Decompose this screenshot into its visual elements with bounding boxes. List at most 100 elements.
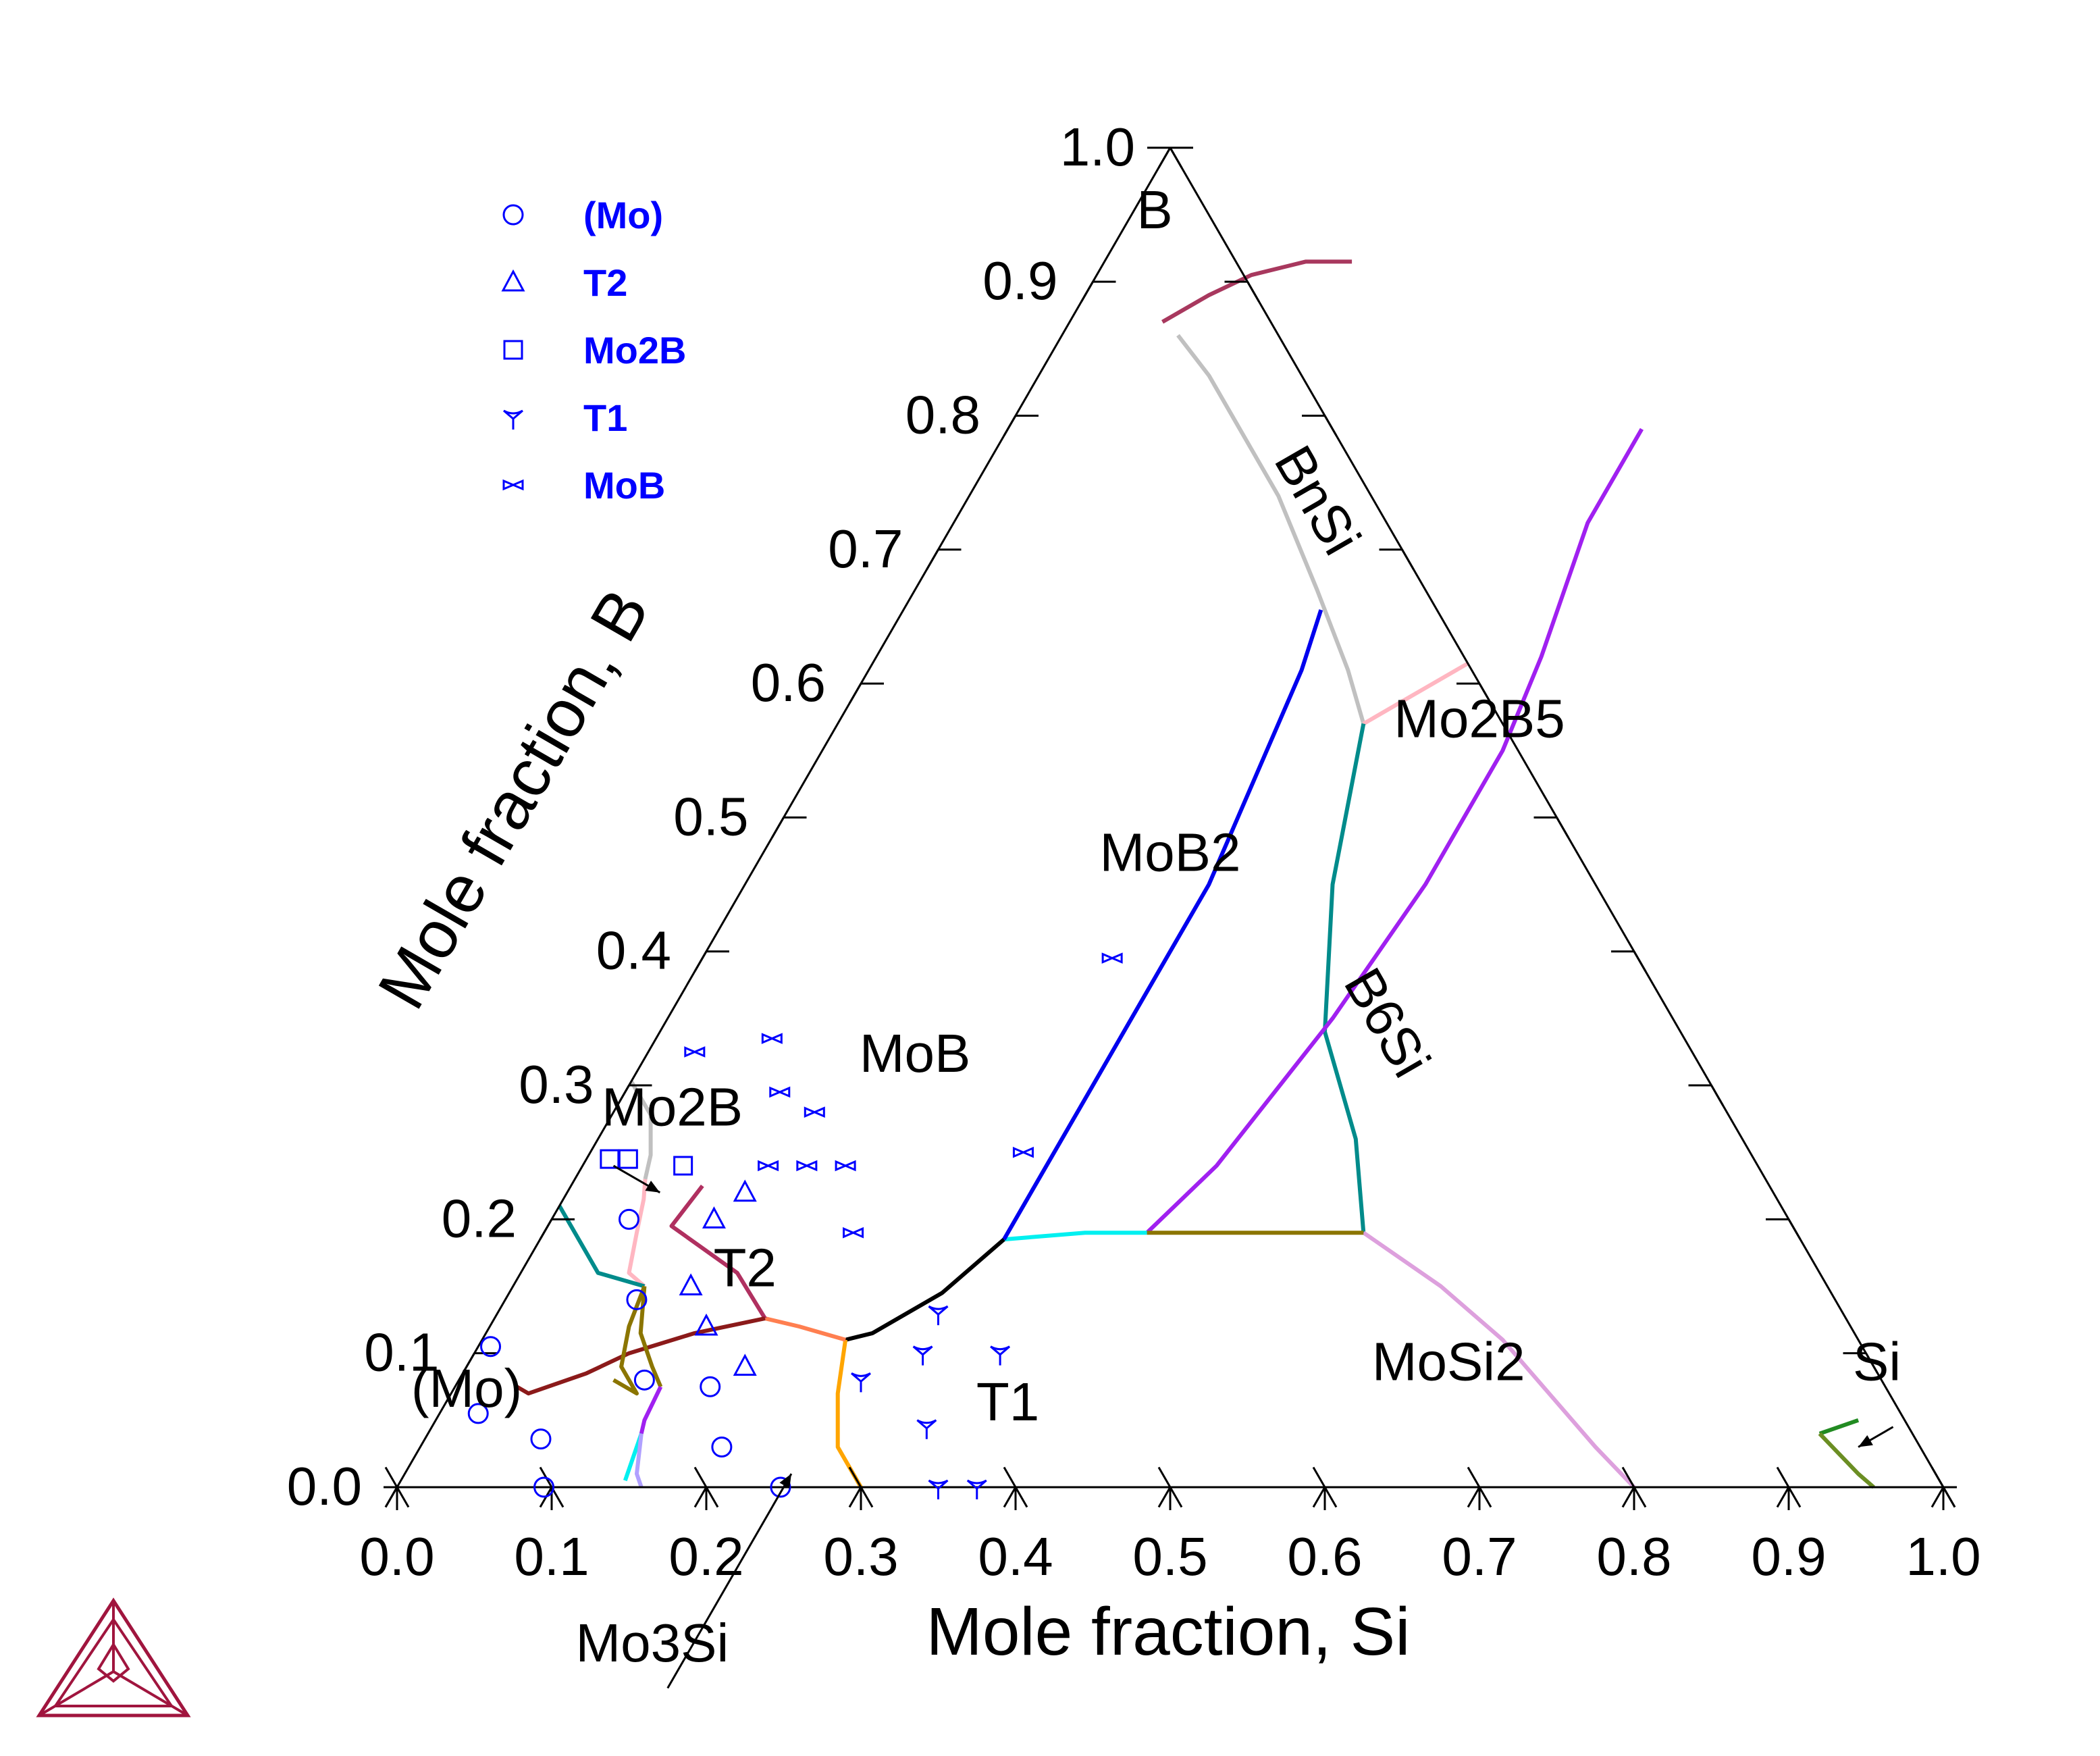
- legend-marker: [503, 409, 523, 430]
- data-point: [702, 1206, 726, 1229]
- legend-marker: [502, 479, 524, 491]
- bottom-tick: [1014, 1487, 1028, 1508]
- tick-marks: [384, 147, 1956, 1510]
- thermo-calc-triangle-logo: [36, 1597, 191, 1718]
- legend-marker: [503, 340, 523, 360]
- bottom-tick-label: 0.0: [359, 1526, 434, 1586]
- phase-boundary-line: [1002, 609, 1323, 1241]
- data-point: [533, 1476, 555, 1498]
- left-tick-label: 0.0: [287, 1456, 362, 1516]
- data-point: [1101, 952, 1123, 964]
- left-tick: [462, 1352, 475, 1374]
- bottom-tick: [1776, 1487, 1790, 1508]
- bottom-tick-label: 1.0: [1906, 1526, 1980, 1586]
- phase-boundary-line: [669, 1184, 767, 1320]
- region-label: B6Si: [1333, 958, 1442, 1087]
- legend-label: MoB: [583, 464, 665, 507]
- right-tick: [1323, 415, 1338, 436]
- bottom-tick: [1169, 1487, 1183, 1508]
- bottom-tick: [396, 1487, 410, 1508]
- data-point: [618, 1149, 638, 1169]
- data-point: [851, 1372, 871, 1393]
- x-axis-title: Mole fraction, Si: [926, 1594, 1411, 1670]
- bottom-tick: [1931, 1466, 1945, 1488]
- phase-boundary-line: [764, 1316, 846, 1342]
- bottom-tick-label: 0.4: [978, 1526, 1053, 1586]
- bottom-tick: [1931, 1487, 1945, 1508]
- data-point: [679, 1273, 703, 1296]
- phase-boundary-line: [1818, 1418, 1860, 1436]
- data-point: [467, 1403, 489, 1424]
- data-point: [928, 1479, 949, 1499]
- phase-boundary-line: [1161, 259, 1353, 324]
- bottom-tick: [1478, 1487, 1492, 1508]
- bottom-tick: [848, 1466, 862, 1488]
- tick-labels: 0.0 0.1 0.2 0.3 0.4 0.5 0.6 0.7 0.8 0.9 1.0 0.0 0.1 0…: [287, 117, 1981, 1586]
- bottom-tick: [705, 1487, 719, 1508]
- phase-boundary-line: [635, 1433, 644, 1488]
- data-point: [600, 1149, 620, 1169]
- left-tick-label: 0.1: [364, 1322, 439, 1383]
- data-point: [711, 1437, 733, 1458]
- data-point: [1012, 1146, 1034, 1158]
- bottom-tick-label: 0.9: [1751, 1526, 1826, 1586]
- left-tick: [384, 1487, 398, 1508]
- bottom-tick-label: 0.7: [1442, 1526, 1517, 1586]
- left-tick-label: 0.7: [828, 519, 903, 579]
- legend-label: Mo2B: [583, 329, 686, 371]
- bottom-tick: [1787, 1487, 1802, 1508]
- data-point: [733, 1179, 757, 1202]
- arrow-line: [666, 1473, 793, 1689]
- bottom-tick: [1467, 1466, 1481, 1488]
- right-tick: [1246, 281, 1260, 303]
- data-point: [912, 1345, 933, 1366]
- phase-boundary-line: [623, 1432, 644, 1482]
- data-point: [770, 1476, 791, 1498]
- region-label: T2: [714, 1238, 777, 1298]
- bottom-tick: [384, 1466, 398, 1488]
- data-point: [804, 1106, 825, 1118]
- left-tick: [848, 683, 862, 704]
- bottom-tick: [860, 1487, 874, 1508]
- data-point: [761, 1033, 783, 1044]
- right-tick: [1633, 950, 1647, 972]
- data-point: [626, 1289, 648, 1310]
- left-tick-label: 0.5: [673, 786, 748, 846]
- data-point: [733, 1353, 757, 1376]
- data-point: [769, 1086, 791, 1098]
- left-tick-label: 0.8: [905, 384, 980, 444]
- data-point: [480, 1336, 502, 1358]
- legend-marker: [502, 204, 524, 226]
- data-point: [928, 1305, 949, 1326]
- region-label: MoSi2: [1372, 1331, 1525, 1391]
- bottom-tick-label: 0.3: [823, 1526, 898, 1586]
- region-label: T1: [976, 1372, 1039, 1432]
- phase-boundary-line: [639, 1385, 663, 1435]
- data-point: [796, 1160, 818, 1172]
- right-tick: [1478, 683, 1492, 704]
- region-label: Mo2B5: [1394, 688, 1565, 748]
- bottom-tick-label: 0.8: [1596, 1526, 1671, 1586]
- bottom-tick: [693, 1466, 708, 1488]
- right-tick: [1710, 1085, 1724, 1106]
- right-tick: [1401, 549, 1415, 570]
- bottom-tick: [1003, 1487, 1017, 1508]
- left-tick-label: 0.9: [982, 251, 1057, 311]
- left-tick: [771, 817, 785, 838]
- bottom-tick: [1942, 1487, 1956, 1508]
- phase-boundary-line: [845, 1237, 1005, 1342]
- data-point: [619, 1208, 639, 1230]
- legend-label: T1: [583, 396, 627, 439]
- bottom-tick: [1621, 1466, 1635, 1488]
- arrow-head: [645, 1181, 660, 1193]
- left-tick: [926, 549, 939, 570]
- left-tick: [693, 950, 708, 972]
- region-label: (Mo): [411, 1358, 522, 1418]
- data-point: [843, 1226, 864, 1239]
- phase-boundary-line: [1176, 334, 1366, 725]
- bottom-tick: [848, 1487, 862, 1508]
- region-label: Mo3Si: [575, 1613, 729, 1673]
- left-tick-label: 0.4: [596, 921, 671, 981]
- phase-boundary-line: [1323, 723, 1366, 1233]
- region-label: Si: [1853, 1331, 1901, 1391]
